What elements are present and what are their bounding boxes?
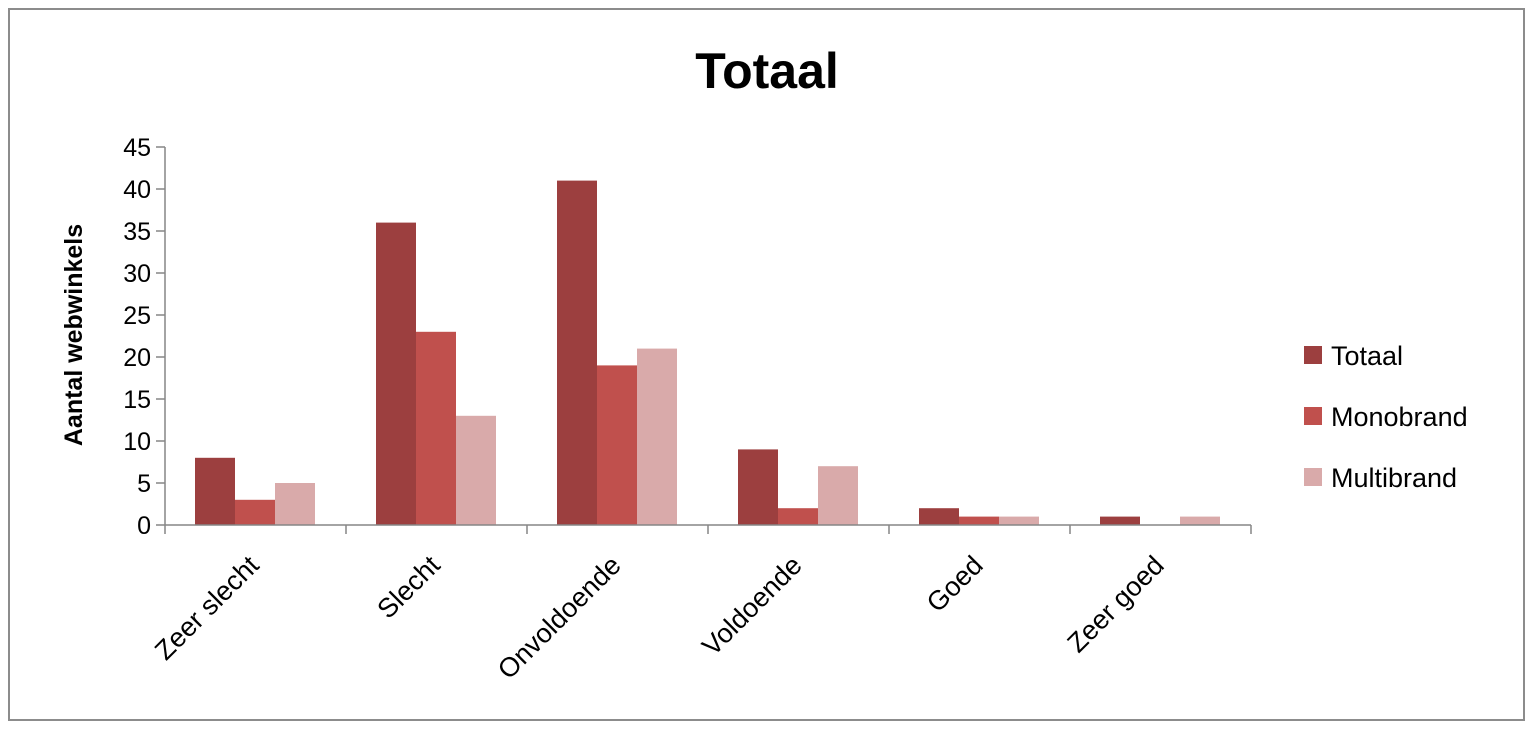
y-tick-label: 10	[123, 428, 151, 456]
bar	[1100, 516, 1140, 525]
x-axis-labels: Zeer slecht Slecht Onvoldoende Voldoende Goe…	[149, 550, 1170, 685]
legend: Totaal Monobrand Multibrand	[1304, 341, 1468, 493]
y-tick-label: 20	[123, 344, 151, 372]
bars	[195, 180, 1220, 525]
bar	[456, 415, 496, 525]
bar	[999, 516, 1039, 525]
y-tick-label: 35	[123, 218, 151, 246]
bar	[235, 499, 275, 525]
y-tick-label: 15	[123, 386, 151, 414]
bar	[778, 508, 818, 525]
bar	[416, 331, 456, 525]
x-tick-label: Onvoldoende	[492, 550, 627, 685]
y-tick-label: 25	[123, 302, 151, 330]
bar	[818, 466, 858, 525]
bar	[637, 348, 677, 525]
chart-frame	[8, 8, 1525, 721]
legend-swatch	[1304, 346, 1322, 364]
x-tick-label: Goed	[921, 550, 989, 618]
x-tick-label: Zeer slecht	[149, 550, 265, 666]
legend-label: Monobrand	[1331, 402, 1468, 432]
bar	[195, 457, 235, 525]
x-tick-label: Voldoende	[696, 550, 807, 661]
x-tick-label: Slecht	[371, 550, 446, 625]
x-tick-label: Zeer goed	[1061, 550, 1169, 658]
bar	[597, 365, 637, 525]
legend-swatch	[1304, 407, 1322, 425]
chart-title: Totaal	[695, 43, 839, 99]
bar	[919, 508, 959, 525]
axes	[156, 146, 1252, 534]
y-axis-label: Aantal webwinkels	[60, 224, 88, 446]
bar	[1180, 516, 1220, 525]
y-tick-label: 45	[123, 134, 151, 162]
y-tick-label: 40	[123, 176, 151, 204]
y-tick-label: 30	[123, 260, 151, 288]
bar	[557, 180, 597, 525]
bar	[376, 222, 416, 525]
bar	[275, 483, 315, 525]
y-tick-label: 0	[137, 512, 151, 540]
legend-label: Multibrand	[1331, 463, 1457, 493]
y-tick-label: 5	[137, 470, 151, 498]
legend-swatch	[1304, 468, 1322, 486]
y-axis-ticks: 0 5 10 15 20 25 30 35 40 45	[123, 134, 151, 540]
bar	[738, 449, 778, 525]
bar	[959, 516, 999, 525]
legend-label: Totaal	[1331, 341, 1403, 371]
